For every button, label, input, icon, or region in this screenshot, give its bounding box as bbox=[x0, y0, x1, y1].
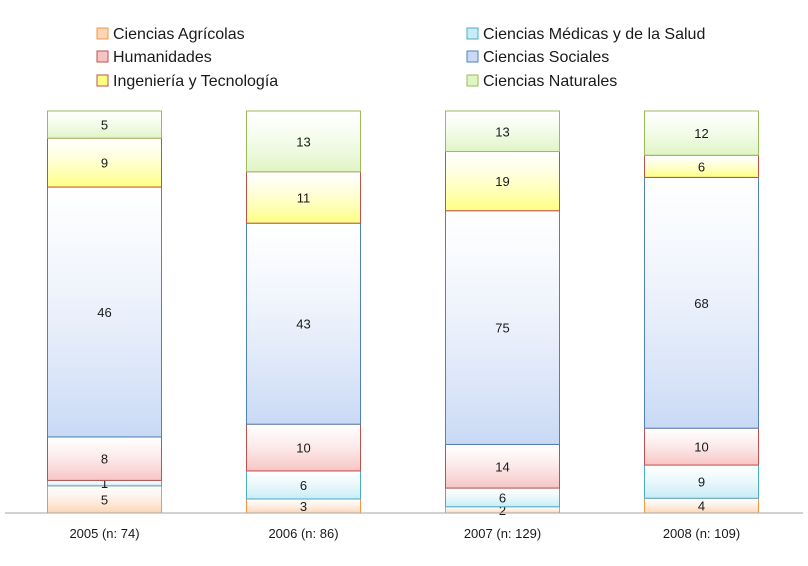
x-axis-labels: 2005 (n: 74) 2006 (n: 86) 2007 (n: 129) 200… bbox=[69, 526, 740, 541]
bar-segment-ciencias-naturales bbox=[47, 110, 162, 139]
data-label: 19 bbox=[495, 174, 509, 189]
data-label: 13 bbox=[495, 124, 509, 139]
bar-stack-4: 4 9 10 68 6 12 bbox=[644, 110, 759, 514]
data-label: 1 bbox=[101, 476, 108, 491]
legend: Ciencias Agrícolas Ciencias Médicas y de … bbox=[96, 26, 705, 90]
data-label: 11 bbox=[297, 190, 311, 205]
bar-segment-ingenieria-y-tecnologia bbox=[47, 137, 162, 188]
legend-label: Ciencias Sociales bbox=[483, 49, 609, 66]
legend-item-ingenieria-y-tecnologia: Ingeniería y Tecnología bbox=[96, 73, 278, 90]
legend-item-ciencias-medicas-y-de-la-salud: Ciencias Médicas y de la Salud bbox=[466, 26, 705, 43]
legend-swatch bbox=[466, 50, 479, 63]
legend-swatch bbox=[466, 74, 479, 87]
legend-item-ciencias-naturales: Ciencias Naturales bbox=[466, 73, 617, 90]
bar-stack-2: 3 6 10 43 11 13 bbox=[246, 110, 361, 514]
x-tick-label: 2006 (n: 86) bbox=[268, 526, 338, 541]
data-label: 8 bbox=[101, 452, 108, 467]
bar-segment-ciencias-sociales bbox=[246, 222, 361, 425]
bar-segment-ciencias-medicas-y-de-la-salud bbox=[644, 464, 759, 499]
legend-item-ciencias-sociales: Ciencias Sociales bbox=[466, 49, 609, 66]
data-label: 12 bbox=[694, 126, 708, 141]
bar-segment-humanidades bbox=[445, 443, 560, 489]
bar-segment-ciencias-naturales bbox=[644, 110, 759, 156]
bar-segment-ciencias-sociales bbox=[644, 176, 759, 429]
data-label: 9 bbox=[101, 156, 108, 171]
bar-segment-humanidades bbox=[246, 423, 361, 472]
data-label: 43 bbox=[296, 317, 310, 332]
data-label: 3 bbox=[300, 499, 307, 514]
bar-segment-ciencias-sociales bbox=[445, 210, 560, 445]
data-label: 5 bbox=[101, 492, 108, 507]
x-tick-label: 2005 (n: 74) bbox=[69, 526, 139, 541]
bar-segment-ciencias-sociales bbox=[47, 186, 162, 438]
legend-label: Ciencias Agrícolas bbox=[113, 26, 245, 43]
bar-segment-humanidades bbox=[644, 427, 759, 466]
data-label: 9 bbox=[698, 475, 705, 490]
data-label: 10 bbox=[296, 441, 310, 456]
legend-label: Ingeniería y Tecnología bbox=[113, 73, 278, 90]
data-label: 14 bbox=[495, 459, 509, 474]
data-label: 6 bbox=[698, 159, 705, 174]
legend-label: Ciencias Médicas y de la Salud bbox=[483, 26, 705, 43]
data-label: 46 bbox=[97, 305, 111, 320]
x-tick-label: 2007 (n: 129) bbox=[464, 526, 541, 541]
data-label: 68 bbox=[694, 296, 708, 311]
legend-swatch bbox=[466, 27, 479, 40]
data-label: 6 bbox=[300, 478, 307, 493]
data-label: 4 bbox=[698, 499, 705, 514]
legend-item-humanidades: Humanidades bbox=[96, 49, 212, 66]
bar-segment-ciencias-naturales bbox=[246, 110, 361, 173]
x-tick-label: 2008 (n: 109) bbox=[663, 526, 740, 541]
data-label: 6 bbox=[499, 490, 506, 505]
data-label: 13 bbox=[296, 134, 310, 149]
legend-swatch bbox=[96, 50, 109, 63]
legend-item-ciencias-agricolas: Ciencias Agrícolas bbox=[96, 26, 245, 43]
bar-segment-ingenieria-y-tecnologia bbox=[445, 151, 560, 212]
bar-stack-3: 26 14 75 19 13 bbox=[445, 110, 560, 518]
data-label: 75 bbox=[495, 321, 509, 336]
legend-swatch bbox=[96, 27, 109, 40]
data-label: 5 bbox=[101, 118, 108, 133]
bar-segment-ciencias-agricolas bbox=[47, 485, 162, 514]
data-label: 10 bbox=[694, 440, 708, 455]
data-label: 2 bbox=[499, 503, 506, 518]
legend-label: Humanidades bbox=[113, 49, 212, 66]
bar-segment-ciencias-naturales bbox=[445, 110, 560, 153]
legend-label: Ciencias Naturales bbox=[483, 73, 617, 90]
legend-swatch bbox=[96, 74, 109, 87]
bar-segment-ingenieria-y-tecnologia bbox=[246, 171, 361, 224]
